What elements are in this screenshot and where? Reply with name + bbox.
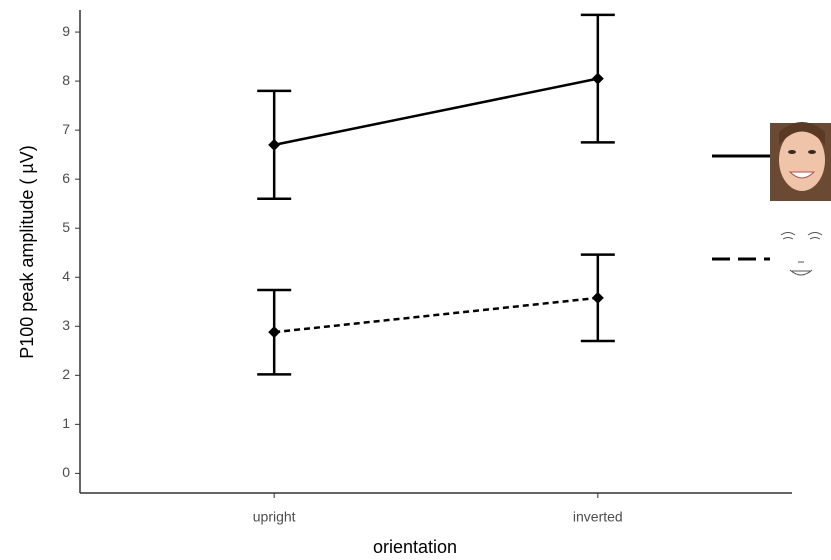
x-axis-label: orientation — [373, 537, 457, 557]
y-tick-label: 7 — [62, 121, 70, 137]
point — [591, 291, 604, 304]
y-tick-label: 6 — [62, 170, 70, 186]
point — [591, 72, 604, 85]
y-tick-label: 3 — [62, 317, 70, 333]
legend-face-photo — [770, 122, 831, 201]
point — [268, 326, 281, 339]
y-axis-label: P100 peak amplitude ( µV) — [17, 145, 37, 359]
y-tick-label: 8 — [62, 72, 70, 88]
y-tick-label: 4 — [62, 268, 70, 284]
series-line — [274, 296, 598, 334]
y-tick-label: 2 — [62, 366, 70, 382]
y-tick-label: 1 — [62, 415, 70, 431]
y-tick-label: 9 — [62, 23, 70, 39]
series-line — [273, 77, 599, 147]
x-tick-label: upright — [253, 509, 296, 525]
point — [268, 138, 281, 151]
y-tick-label: 5 — [62, 219, 70, 235]
legend-face-drawing — [780, 232, 823, 276]
x-tick-label: inverted — [573, 509, 623, 525]
y-tick-label: 0 — [62, 464, 70, 480]
